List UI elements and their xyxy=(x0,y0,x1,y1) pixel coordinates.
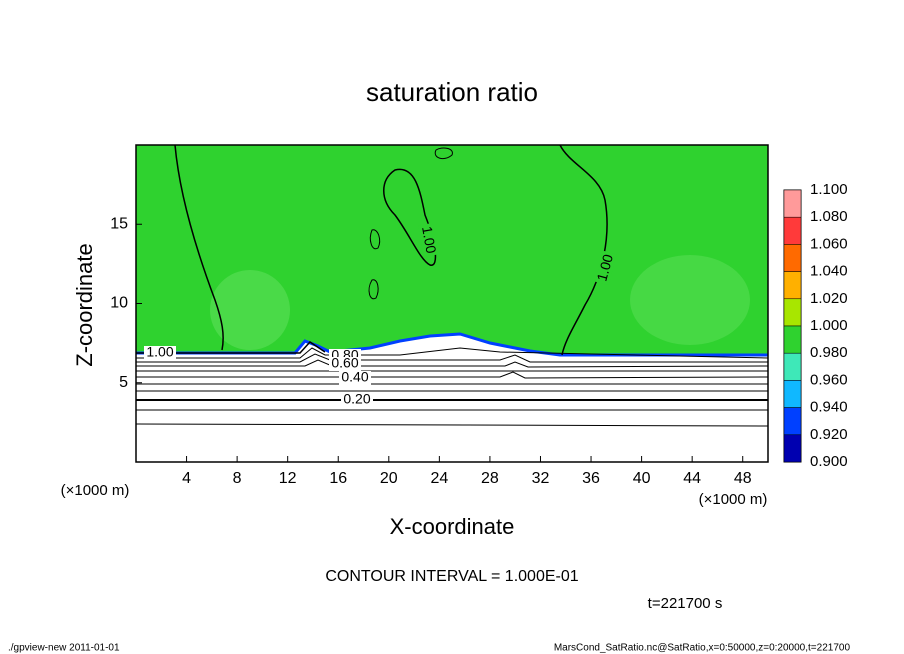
colorbar-label: 0.940 xyxy=(810,399,848,416)
contour-label: 1.00 xyxy=(593,252,616,283)
colorbar-swatch xyxy=(783,352,802,381)
x-tick-label: 28 xyxy=(481,470,499,487)
contour-line xyxy=(368,279,379,300)
colorbar-swatch xyxy=(783,407,802,436)
x-tick-label: 44 xyxy=(683,470,701,487)
field-patch xyxy=(210,270,290,350)
x-tick-label: 20 xyxy=(380,470,398,487)
colorbar-swatch xyxy=(783,244,802,272)
contour-line xyxy=(135,423,769,427)
field-patch xyxy=(630,255,750,345)
x-unit: (×1000 m) xyxy=(699,491,768,508)
x-tick-label: 36 xyxy=(582,470,600,487)
contour-line xyxy=(369,229,381,250)
interface xyxy=(136,332,768,357)
colorbar-label: 1.060 xyxy=(810,235,848,252)
contour-label-bg xyxy=(595,250,617,286)
chart-title: saturation ratio xyxy=(366,77,538,107)
colorbar-label: 0.900 xyxy=(810,453,848,470)
x-tick-label: 12 xyxy=(279,470,297,487)
field xyxy=(135,144,769,462)
contour-line xyxy=(136,341,326,354)
contour-label: 1.00 xyxy=(419,225,440,255)
contour-label-bg xyxy=(339,371,371,385)
x-tick-label: 40 xyxy=(633,470,651,487)
time-label: t=221700 s xyxy=(648,595,723,612)
contour-label: 1.00 xyxy=(146,344,173,360)
y-unit: (×1000 m) xyxy=(61,482,130,499)
colorbar-swatch xyxy=(783,271,802,300)
colorbar-label: 0.920 xyxy=(810,426,848,443)
colorbar-label: 1.040 xyxy=(810,263,848,280)
contour-line xyxy=(136,347,769,359)
colorbar-label: 1.100 xyxy=(810,181,848,198)
contour-line xyxy=(136,359,769,368)
contour-label: 0.60 xyxy=(331,355,358,371)
footer-left: ./gpview-new 2011-01-01 xyxy=(8,643,120,654)
colorbar-swatch xyxy=(783,298,802,327)
contour-line xyxy=(434,147,453,160)
colorbar-label: 1.080 xyxy=(810,208,848,225)
contour-label: 0.20 xyxy=(343,391,370,407)
contour-label-bg xyxy=(341,393,373,407)
contour-label-bg xyxy=(418,223,438,257)
contour-label: 0.40 xyxy=(341,369,368,385)
colorbar-swatch xyxy=(783,216,802,245)
contour-label-bg xyxy=(144,346,176,360)
colorbar-label: 1.020 xyxy=(810,290,848,307)
y-axis-label: Z-coordinate xyxy=(72,243,97,367)
colorbar-label: 0.980 xyxy=(810,344,848,361)
contour-line xyxy=(136,371,769,379)
y-tick-label: 15 xyxy=(110,215,128,232)
footer-right: MarsCond_SatRatio.nc@SatRatio,x=0:50000,… xyxy=(554,643,851,654)
colorbar-swatch xyxy=(783,380,802,408)
x-tick-label: 4 xyxy=(182,470,191,487)
x-axis-label: X-coordinate xyxy=(390,514,515,539)
colorbar-label: 0.960 xyxy=(810,371,848,388)
colorbar-label: 1.000 xyxy=(810,317,848,334)
y-tick-label: 5 xyxy=(119,374,128,391)
contour-interval: CONTOUR INTERVAL = 1.000E-01 xyxy=(325,568,578,585)
x-tick-label: 48 xyxy=(734,470,752,487)
x-tick-label: 16 xyxy=(329,470,347,487)
x-tick-label: 8 xyxy=(233,470,242,487)
contour-line xyxy=(136,353,768,363)
contour-label-bg xyxy=(329,357,361,371)
x-tick-label: 24 xyxy=(430,470,448,487)
colorbar-swatch xyxy=(783,325,802,354)
contour-line xyxy=(174,144,224,351)
contour-line xyxy=(383,168,437,266)
y-tick-label: 10 xyxy=(110,295,128,312)
x-tick-label: 32 xyxy=(532,470,550,487)
colorbar-swatch xyxy=(783,189,802,218)
field-subsaturated xyxy=(136,333,768,462)
colorbar-swatch xyxy=(783,434,802,463)
